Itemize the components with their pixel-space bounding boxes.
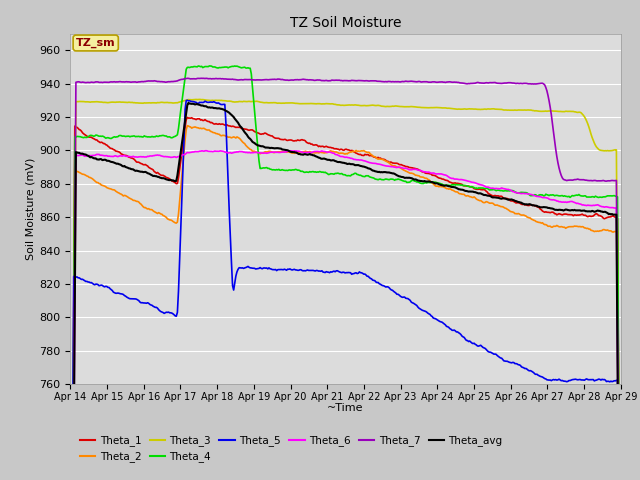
Legend: Theta_1, Theta_2, Theta_3, Theta_4, Theta_5, Theta_6, Theta_7, Theta_avg: Theta_1, Theta_2, Theta_3, Theta_4, Thet…	[76, 431, 507, 467]
Title: TZ Soil Moisture: TZ Soil Moisture	[290, 16, 401, 30]
Y-axis label: Soil Moisture (mV): Soil Moisture (mV)	[25, 157, 35, 260]
Text: TZ_sm: TZ_sm	[76, 38, 116, 48]
X-axis label: ~Time: ~Time	[327, 403, 364, 413]
